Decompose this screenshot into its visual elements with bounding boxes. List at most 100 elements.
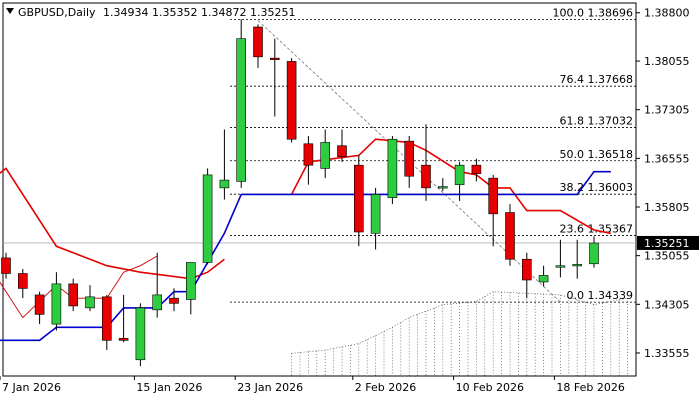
time-tick-label: 18 Feb 2026 xyxy=(556,381,624,394)
price-tick-label: 1.37305 xyxy=(644,104,690,117)
bearish-candle[interactable] xyxy=(102,294,112,351)
bullish-candle[interactable] xyxy=(202,168,213,265)
bearish-candle[interactable] xyxy=(521,252,532,299)
candle-body xyxy=(1,257,11,274)
candle-body xyxy=(387,138,398,198)
bearish-candle[interactable] xyxy=(269,38,280,117)
bearish-candle[interactable] xyxy=(505,204,515,266)
bearish-candle[interactable] xyxy=(421,124,431,201)
chart-header: GBPUSD,Daily 1.34934 1.35352 1.34872 1.3… xyxy=(6,6,295,19)
bearish-candle[interactable] xyxy=(34,291,45,325)
candle-body xyxy=(118,338,129,341)
bullish-candle[interactable] xyxy=(572,239,583,279)
candle-body xyxy=(51,283,62,325)
tenkan-sen-recent-line xyxy=(290,138,611,235)
candle-body xyxy=(152,294,162,311)
price-tick-label: 1.34305 xyxy=(644,298,690,311)
fib-level-label: 76.4 1.37668 xyxy=(560,73,633,86)
price-tick-label: 1.33555 xyxy=(644,347,690,360)
bullish-candle[interactable] xyxy=(454,161,465,201)
price-tick-label: 1.38800 xyxy=(644,7,690,20)
bearish-candle[interactable] xyxy=(353,155,364,247)
time-tick-label: 10 Feb 2026 xyxy=(456,381,524,394)
candle-body xyxy=(555,265,566,268)
fib-level-label: 23.6 1.35367 xyxy=(560,222,633,235)
bullish-candle[interactable] xyxy=(555,239,566,278)
tenkan-sen-line xyxy=(0,167,225,280)
candle-body xyxy=(303,143,314,166)
candle-body xyxy=(236,38,246,182)
candlesticks[interactable] xyxy=(1,19,599,367)
bearish-candle[interactable] xyxy=(68,278,78,312)
candle-body xyxy=(454,164,465,185)
candle-body xyxy=(320,142,331,169)
price-tick-label: 1.35055 xyxy=(644,250,690,263)
price-tick-label: 1.36555 xyxy=(644,152,690,165)
bullish-candle[interactable] xyxy=(370,187,381,250)
fib-level-label: 38.2 1.36003 xyxy=(560,181,633,194)
bearish-candle[interactable] xyxy=(471,158,482,182)
candle-body xyxy=(102,296,112,341)
fib-level-label: 0.0 1.34339 xyxy=(567,289,633,302)
bearish-candle[interactable] xyxy=(118,294,129,343)
candle-body xyxy=(421,164,431,189)
bearish-candle[interactable] xyxy=(17,268,28,299)
bearish-candle[interactable] xyxy=(1,252,11,279)
bearish-candle[interactable] xyxy=(337,129,347,162)
candle-body xyxy=(538,275,549,283)
candle-body xyxy=(17,273,28,289)
fib-level-label: 61.8 1.37032 xyxy=(560,114,633,127)
bullish-candle[interactable] xyxy=(437,178,448,192)
time-tick-label: 23 Jan 2026 xyxy=(237,381,303,394)
candle-body xyxy=(68,283,78,307)
bullish-candle[interactable] xyxy=(320,129,331,179)
candle-body xyxy=(34,294,45,315)
bullish-candle[interactable] xyxy=(186,262,196,315)
bullish-candle[interactable] xyxy=(538,265,549,287)
bearish-candle[interactable] xyxy=(303,135,314,185)
time-axis[interactable]: 7 Jan 2026 15 Jan 2026 23 Jan 2026 2 Feb 20… xyxy=(0,376,625,394)
fib-level-label: 50.0 1.36518 xyxy=(560,148,633,161)
candle-body xyxy=(404,140,415,177)
candle-body xyxy=(269,57,280,60)
bullish-candle[interactable] xyxy=(589,236,599,268)
current-price-badge xyxy=(637,235,699,250)
bullish-candle[interactable] xyxy=(236,19,246,188)
ichimoku-cloud xyxy=(291,291,628,376)
bullish-candle[interactable] xyxy=(85,285,95,312)
current-price-label: 1.35251 xyxy=(644,237,690,250)
candle-body xyxy=(521,258,532,281)
bearish-candle[interactable] xyxy=(253,24,263,68)
candle-body xyxy=(370,194,381,234)
bullish-candle[interactable] xyxy=(152,252,162,318)
cloud-boundary-line xyxy=(291,291,628,354)
symbol-label: GBPUSD,Daily xyxy=(18,6,96,19)
bearish-candle[interactable] xyxy=(286,58,297,143)
candle-body xyxy=(589,242,599,265)
bullish-candle[interactable] xyxy=(387,135,398,205)
candle-body xyxy=(471,164,482,174)
time-tick-label: 15 Jan 2026 xyxy=(136,381,202,394)
fib-level-label: 100.0 1.38696 xyxy=(553,6,633,19)
price-tick-label: 1.35805 xyxy=(644,201,690,214)
candle-body xyxy=(186,262,196,300)
candle-body xyxy=(219,179,230,189)
ohlc-label: 1.34934 1.35352 1.34872 1.35251 xyxy=(103,6,295,19)
candle-body xyxy=(437,186,448,189)
collapse-triangle-icon[interactable] xyxy=(6,8,14,14)
price-axis[interactable]: 1.38800 1.38055 1.37305 1.36555 1.35805 1.350… xyxy=(636,7,699,360)
candle-body xyxy=(253,26,263,58)
bearish-candle[interactable] xyxy=(488,174,499,247)
candle-body xyxy=(572,264,583,267)
price-tick-label: 1.38055 xyxy=(644,55,690,68)
candle-body xyxy=(169,297,179,304)
candle-body xyxy=(505,212,515,260)
bearish-candle[interactable] xyxy=(404,135,415,188)
bearish-candle[interactable] xyxy=(169,288,179,312)
bullish-candle[interactable] xyxy=(219,129,230,200)
bullish-candle[interactable] xyxy=(51,272,62,331)
candle-body xyxy=(135,307,146,361)
bullish-candle[interactable] xyxy=(135,303,146,367)
